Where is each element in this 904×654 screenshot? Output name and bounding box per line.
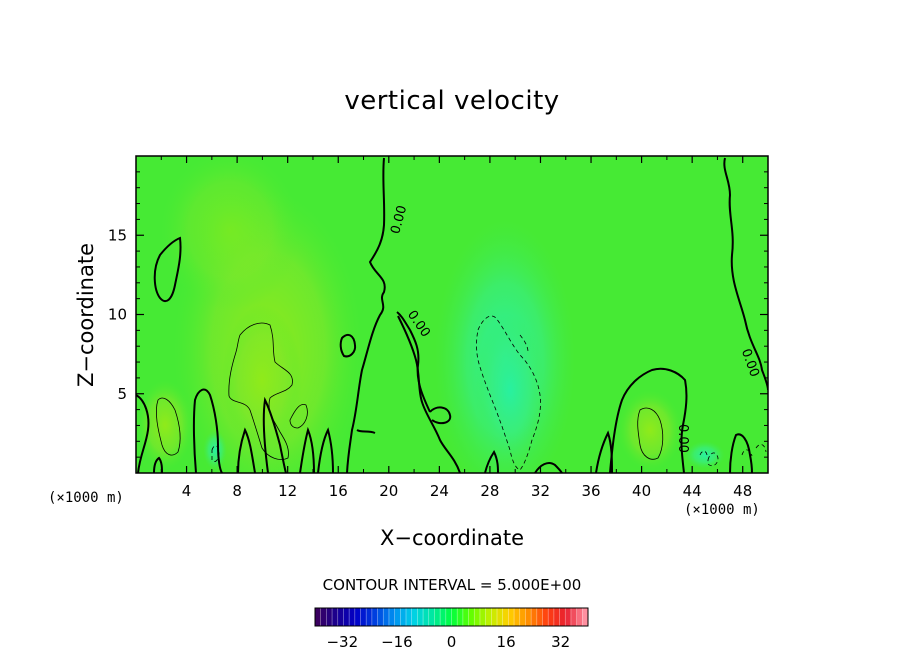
x-tick-label: 40 [632, 482, 651, 500]
z-unit-label: (×1000 m) [48, 490, 124, 506]
colorbar-cell [525, 608, 532, 626]
colorbar-cell [343, 608, 350, 626]
colorbar-frame [314, 607, 589, 627]
colorbar-cell [315, 608, 321, 626]
colorbar-cell [326, 608, 333, 626]
x-tick-label: 8 [232, 482, 242, 500]
colorbar-cell [536, 608, 543, 626]
contour-label: 0.00 [675, 424, 690, 453]
colorbar-cell [497, 608, 503, 626]
x-unit-label: (×1000 m) [684, 502, 760, 518]
colorbar-cell [468, 608, 475, 626]
y-tick-label: 10 [108, 306, 127, 324]
colorbar-cell [514, 608, 521, 626]
colorbar-cell [445, 608, 452, 626]
colorbar-cell [531, 608, 538, 626]
velocity-field: 0.00 0.00 0.00 0.00 [136, 156, 768, 473]
colorbar-cell [559, 608, 566, 626]
colorbar-cell [406, 608, 412, 626]
colorbar-tick-label: 16 [497, 633, 516, 651]
x-axis-label: X−coordinate [380, 526, 524, 550]
colorbar-cell [411, 608, 418, 626]
colorbar-cell [508, 608, 515, 626]
colorbar-cell [457, 608, 464, 626]
colorbar-cell [565, 608, 572, 626]
colorbar-cell [320, 608, 327, 626]
x-tick-label: 32 [531, 482, 550, 500]
colorbar-cell [371, 608, 378, 626]
colorbar-tick-label: −32 [326, 633, 358, 651]
y-tick-label: 15 [108, 226, 127, 244]
x-tick-label: 20 [379, 482, 398, 500]
colorbar-cell [337, 608, 344, 626]
x-tick-label: 16 [329, 482, 348, 500]
colorbar-cell [542, 608, 549, 626]
colorbar-cell [360, 608, 367, 626]
colorbar-cell [491, 608, 498, 626]
chart-title: vertical velocity [344, 86, 560, 116]
colorbar-cell [349, 608, 356, 626]
colorbar-cell [423, 608, 430, 626]
negative-contours [211, 315, 767, 471]
contour-interval-label: CONTOUR INTERVAL = 5.000E+00 [322, 576, 582, 594]
colorbar-cell [451, 608, 458, 626]
colorbar-tick-label: 32 [551, 633, 570, 651]
colorbar-cell [553, 608, 560, 626]
colorbar-cell [332, 608, 339, 626]
x-tick-label: 28 [480, 482, 499, 500]
x-tick-label: 24 [430, 482, 449, 500]
colorbar-cell [394, 608, 401, 626]
colorbar-cell [377, 608, 384, 626]
colorbar-cell [428, 608, 435, 626]
colorbar-cell [383, 608, 390, 626]
colorbar-cell [366, 608, 373, 626]
colorbar-tick-label: 0 [447, 633, 457, 651]
colorbar-cell [434, 608, 441, 626]
colorbar-cell [582, 608, 589, 626]
colorbar-tick-label: −16 [381, 633, 413, 651]
y-tick-label: 5 [117, 385, 127, 403]
contour-label: 0.00 [388, 204, 410, 236]
x-tick-label: 4 [182, 482, 192, 500]
x-tick-label: 36 [581, 482, 600, 500]
colorbar: −32 −16 0 16 32 [314, 607, 589, 651]
x-tick-label: 48 [733, 482, 752, 500]
colorbar-cell [417, 608, 424, 626]
colorbar-cell [576, 608, 583, 626]
colorbar-cell [485, 608, 492, 626]
colorbar-cell [440, 608, 447, 626]
y-axis-label: Z−coordinate [74, 243, 98, 387]
x-tick-label: 12 [278, 482, 297, 500]
colorbar-cell [462, 608, 469, 626]
colorbar-cell [354, 608, 361, 626]
y-axis: 5 10 15 [108, 171, 768, 458]
colorbar-cell [570, 608, 577, 626]
x-axis: 4 8 12 16 20 24 28 32 36 40 44 48 [160, 156, 752, 500]
colorbar-cell [479, 608, 486, 626]
positive-contours [155, 322, 664, 460]
colorbar-cell [474, 608, 481, 626]
zero-contours [136, 157, 768, 473]
colorbar-cell [400, 608, 407, 626]
colorbar-cell [519, 608, 526, 626]
colorbar-cell [502, 608, 509, 626]
colorbar-cell [388, 608, 395, 626]
colorbar-cell [548, 608, 555, 626]
x-tick-label: 44 [683, 482, 702, 500]
